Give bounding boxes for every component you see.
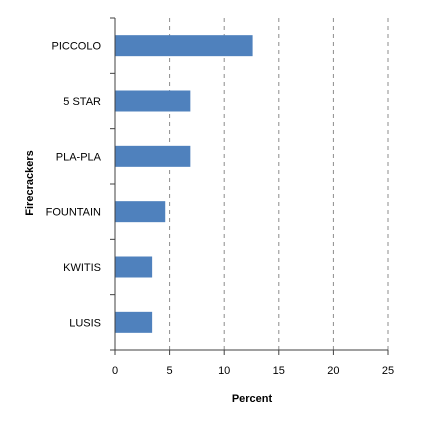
y-tick-label: PICCOLO — [51, 41, 101, 53]
x-tick-label: 5 — [167, 365, 173, 377]
y-tick-label: 5 STAR — [63, 96, 101, 108]
bar — [115, 90, 191, 112]
x-axis-title: Percent — [232, 393, 273, 405]
bar — [115, 311, 153, 333]
tick-labels: 0 5 10 15 20 25 PICCOLO 5 STAR PLA-PLA FOUNTAIN KW… — [46, 41, 395, 377]
y-tick-label: LUSIS — [69, 317, 101, 329]
bar — [115, 145, 191, 167]
bar — [115, 201, 166, 223]
bar — [115, 35, 253, 57]
y-tick-label: PLA-PLA — [56, 151, 102, 163]
bar — [115, 256, 153, 278]
x-tick-label: 20 — [327, 365, 339, 377]
x-tick-label: 15 — [273, 365, 285, 377]
gridlines — [169, 18, 389, 350]
y-tick-label: FOUNTAIN — [46, 207, 101, 219]
bars — [115, 35, 253, 333]
x-tick-label: 10 — [218, 365, 230, 377]
x-tick-label: 25 — [382, 365, 394, 377]
x-tick-label: 0 — [112, 365, 118, 377]
axes — [110, 17, 389, 355]
y-axis-title: Firecrackers — [24, 150, 36, 215]
y-tick-label: KWITIS — [63, 262, 101, 274]
